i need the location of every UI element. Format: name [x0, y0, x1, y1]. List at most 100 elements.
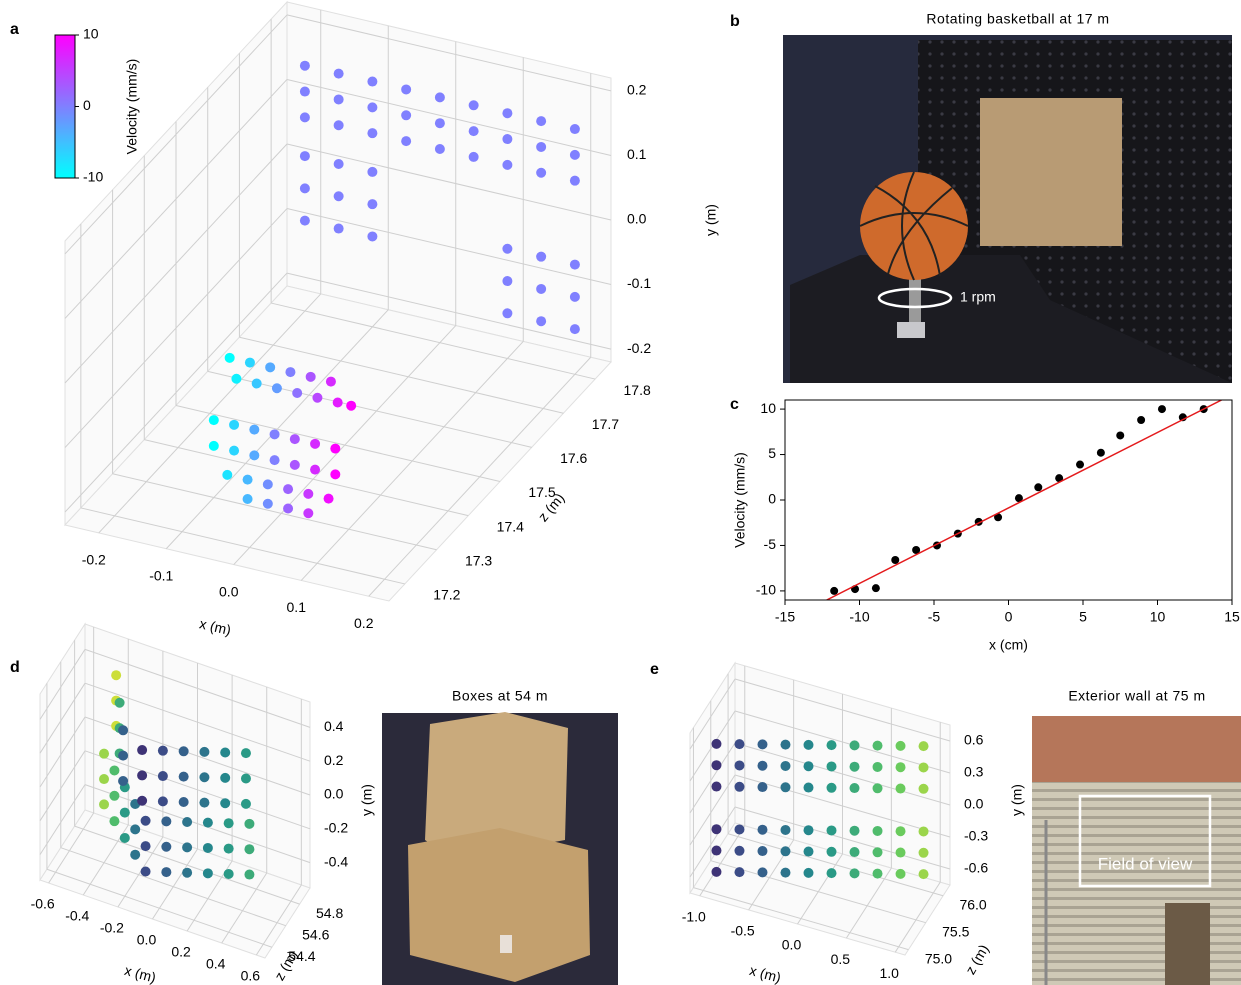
y-tick-label: 0.2	[627, 82, 647, 98]
point	[243, 475, 253, 485]
point	[179, 772, 189, 782]
point	[536, 316, 546, 326]
photo-title: Boxes at 54 m	[452, 688, 548, 704]
point	[334, 120, 344, 130]
point	[803, 868, 813, 878]
point	[502, 244, 512, 254]
point	[757, 761, 767, 771]
box-bottom	[408, 828, 590, 982]
point	[222, 470, 232, 480]
colorbar-tick-label: -10	[83, 169, 103, 185]
point	[570, 324, 580, 334]
colorbar-tick-label: 0	[83, 97, 91, 113]
point	[203, 868, 213, 878]
point	[263, 479, 273, 489]
panel-label: c	[730, 396, 739, 413]
photo-title: Rotating basketball at 17 m	[926, 11, 1109, 27]
z-tick-label: 17.3	[465, 552, 492, 568]
point	[334, 69, 344, 79]
point	[244, 844, 254, 854]
y-axis-label: Velocity (mm/s)	[732, 452, 748, 548]
point	[827, 868, 837, 878]
point	[469, 126, 479, 136]
point	[850, 826, 860, 836]
point	[303, 489, 313, 499]
point	[780, 868, 790, 878]
z-tick-label: 54.6	[302, 926, 329, 942]
point	[243, 494, 253, 504]
y-tick-label: 0.0	[964, 796, 984, 812]
point	[502, 160, 512, 170]
z-tick-label: 17.8	[624, 382, 651, 398]
point	[334, 159, 344, 169]
point	[179, 746, 189, 756]
axis-label: x (m)	[198, 615, 233, 638]
y-tick-label: 0.2	[324, 752, 344, 768]
point	[270, 429, 280, 439]
point	[115, 698, 125, 708]
point	[827, 847, 837, 857]
y-tick-label: -0.1	[627, 275, 651, 291]
y-tick-label: -0.2	[324, 820, 348, 836]
point	[803, 825, 813, 835]
cardboard	[980, 98, 1122, 246]
point	[120, 833, 130, 843]
z-tick-label: 17.7	[592, 416, 619, 432]
point	[158, 746, 168, 756]
x-tick-label: 1.0	[879, 965, 899, 981]
x-tick-label: -0.4	[65, 908, 89, 924]
point	[469, 100, 479, 110]
point	[245, 358, 255, 368]
y-tick-label: 0.0	[627, 211, 647, 227]
point	[161, 842, 171, 852]
point	[161, 816, 171, 826]
point	[310, 465, 320, 475]
photo-title: Exterior wall at 75 m	[1068, 688, 1205, 704]
point	[757, 846, 767, 856]
axis-label: y (m)	[1009, 784, 1025, 816]
x-tick-label: -0.2	[82, 552, 106, 568]
y-tick-label: 5	[768, 445, 776, 461]
point	[502, 308, 512, 318]
brick	[1032, 716, 1241, 782]
window	[1165, 903, 1210, 985]
point	[711, 824, 721, 834]
point	[326, 377, 336, 387]
x-tick-label: -15	[775, 609, 795, 625]
y-tick-label: -0.4	[324, 853, 348, 869]
point	[244, 870, 254, 880]
y-tick-label: 10	[760, 400, 776, 416]
point	[229, 420, 239, 430]
x-tick-label: -10	[849, 609, 869, 625]
point	[300, 112, 310, 122]
y-tick-label: -5	[764, 536, 777, 552]
point	[130, 824, 140, 834]
z-tick-label: 17.4	[497, 518, 524, 534]
point	[306, 372, 316, 382]
point	[231, 374, 241, 384]
point	[734, 867, 744, 877]
point	[803, 783, 813, 793]
point	[367, 128, 377, 138]
point	[401, 110, 411, 120]
point	[536, 142, 546, 152]
point	[290, 460, 300, 470]
point	[803, 761, 813, 771]
point	[734, 782, 744, 792]
point	[850, 868, 860, 878]
point	[141, 841, 151, 851]
point	[502, 108, 512, 118]
point	[285, 367, 295, 377]
point	[780, 825, 790, 835]
point	[229, 446, 239, 456]
point	[158, 796, 168, 806]
z-tick-label: 17.2	[433, 587, 460, 603]
point	[896, 848, 906, 858]
point	[312, 393, 322, 403]
point	[99, 749, 109, 759]
axis-label: y (m)	[703, 204, 719, 236]
x-tick-label: 0.5	[831, 951, 851, 967]
x-tick-label: 0	[1005, 609, 1013, 625]
y-tick-label: 0.0	[324, 786, 344, 802]
point	[346, 401, 356, 411]
